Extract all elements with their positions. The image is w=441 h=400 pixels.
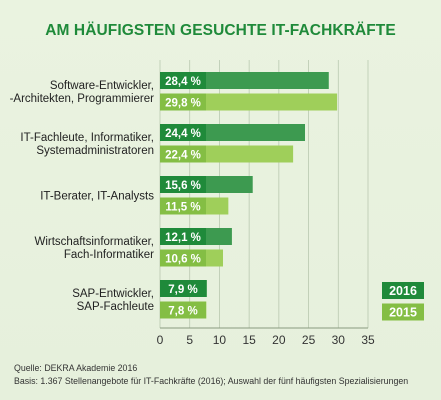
data-label-box xyxy=(160,176,206,193)
data-label-box xyxy=(160,124,206,141)
bars: 28,4 % 29,8 % 24,4 % 22,4 % 15,6 % 11,5 % 12,1… xyxy=(160,72,338,319)
category-label: -Architekten, Programmierer xyxy=(10,93,155,105)
x-tick-label: 0 xyxy=(157,333,164,347)
data-label: 7,9 % xyxy=(168,284,197,296)
data-label: 7,8 % xyxy=(168,305,197,317)
data-label: 10,6 % xyxy=(165,253,201,265)
category-label: IT-Fachleute, Informatiker, xyxy=(20,132,154,144)
data-label-box xyxy=(160,72,206,89)
data-label: 29,8 % xyxy=(165,97,201,109)
x-tick-label: 35 xyxy=(361,333,375,347)
category-label: Systemadministratoren xyxy=(36,145,154,157)
x-tick-label: 20 xyxy=(272,333,286,347)
basis-note: Basis: 1.367 Stellenangebote für IT-Fach… xyxy=(14,376,409,386)
data-label: 22,4 % xyxy=(165,149,201,161)
category-labels: Software-Entwickler,-Architekten, Progra… xyxy=(10,80,155,313)
legend-label: 2015 xyxy=(389,306,417,320)
data-label-box xyxy=(160,145,206,163)
category-label: IT-Berater, IT-Analysts xyxy=(40,190,154,202)
x-tick-label: 15 xyxy=(242,333,256,347)
data-label-box xyxy=(160,301,206,319)
x-tick-label: 10 xyxy=(213,333,227,347)
data-label-box xyxy=(160,228,206,245)
chart-title: AM HÄUFIGSTEN GESUCHTE IT-FACHKRÄFTE xyxy=(45,22,396,39)
data-label-box xyxy=(160,197,206,215)
x-tick-label: 30 xyxy=(332,333,346,347)
category-label: SAP-Fachleute xyxy=(77,301,154,313)
data-label: 24,4 % xyxy=(165,128,201,140)
data-label: 11,5 % xyxy=(165,201,200,213)
category-label: Fach-Informatiker xyxy=(64,249,154,261)
legend: 2016 2015 xyxy=(382,282,424,321)
x-tick-label: 5 xyxy=(186,333,193,347)
source-note: Quelle: DEKRA Akademie 2016 xyxy=(14,363,138,373)
category-label: Wirtschaftsinformatiker, xyxy=(35,236,155,248)
x-tick-label: 25 xyxy=(302,333,316,347)
legend-box-2015 xyxy=(382,303,424,321)
data-label-box xyxy=(160,249,206,267)
data-label-box xyxy=(160,93,206,111)
legend-label: 2016 xyxy=(389,284,417,298)
data-label: 15,6 % xyxy=(165,180,201,192)
legend-box-2016 xyxy=(382,282,424,299)
data-label: 12,1 % xyxy=(165,232,201,244)
category-label: SAP-Entwickler, xyxy=(72,288,154,300)
category-label: Software-Entwickler, xyxy=(50,80,154,92)
x-axis: 0 5 10 15 20 25 30 35 xyxy=(157,327,375,347)
data-label: 28,4 % xyxy=(165,76,201,88)
data-label-box xyxy=(160,280,206,297)
